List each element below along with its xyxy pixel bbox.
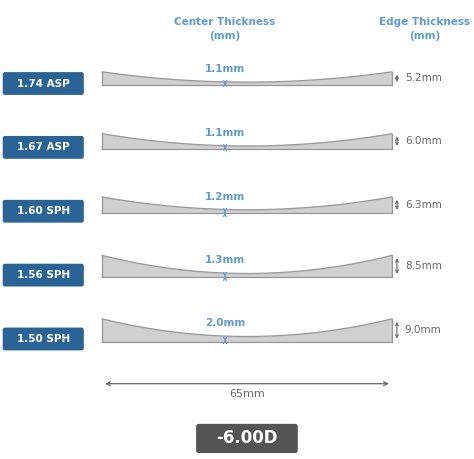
- Text: 1.60 SPH: 1.60 SPH: [17, 206, 70, 216]
- FancyBboxPatch shape: [196, 424, 298, 453]
- FancyBboxPatch shape: [3, 328, 84, 350]
- Text: 2.0mm: 2.0mm: [205, 318, 245, 328]
- Text: 1.56 SPH: 1.56 SPH: [17, 270, 70, 280]
- FancyBboxPatch shape: [3, 72, 84, 95]
- Text: 8.5mm: 8.5mm: [405, 261, 442, 271]
- Text: 1.1mm: 1.1mm: [205, 128, 245, 138]
- Text: 1.50 SPH: 1.50 SPH: [17, 334, 70, 344]
- Text: 1.2mm: 1.2mm: [205, 191, 245, 202]
- Text: 1.3mm: 1.3mm: [205, 255, 245, 265]
- Text: 9.0mm: 9.0mm: [405, 325, 442, 335]
- Text: -6.00D: -6.00D: [216, 430, 278, 448]
- Text: 65mm: 65mm: [229, 389, 265, 399]
- FancyBboxPatch shape: [3, 264, 84, 286]
- Text: 6.0mm: 6.0mm: [405, 136, 442, 146]
- Text: Center Thickness
(mm): Center Thickness (mm): [174, 17, 276, 40]
- Text: 1.74 ASP: 1.74 ASP: [17, 78, 70, 89]
- Text: 5.2mm: 5.2mm: [405, 73, 442, 84]
- FancyBboxPatch shape: [3, 200, 84, 223]
- Text: 6.3mm: 6.3mm: [405, 200, 442, 210]
- Text: Edge Thickness
(mm): Edge Thickness (mm): [379, 17, 470, 40]
- Text: 1.67 ASP: 1.67 ASP: [17, 142, 70, 152]
- FancyBboxPatch shape: [3, 136, 84, 159]
- Text: 1.1mm: 1.1mm: [205, 64, 245, 74]
